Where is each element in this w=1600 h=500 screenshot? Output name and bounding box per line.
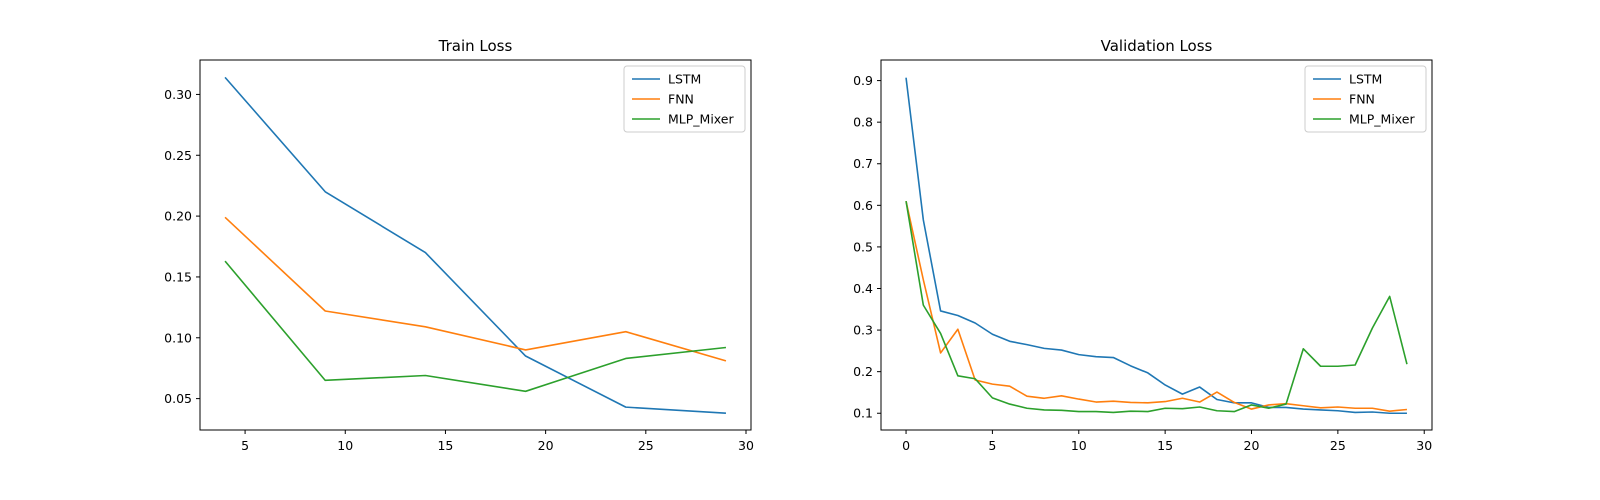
legend-box: [1304, 65, 1427, 133]
legend: LSTM FNN MLP_Mixer: [1304, 65, 1427, 133]
series-line-lstm: [905, 77, 1407, 415]
series-line-fnn: [224, 216, 727, 362]
x-tick-label: 20: [1244, 438, 1260, 453]
x-tick-label: 0: [902, 438, 910, 453]
chart-title: Validation Loss: [1101, 37, 1213, 55]
chart-panel-1: Train Loss 5 10 15 20 25 30 0.05 0.10 0.15 0.20 0.2…: [164, 37, 754, 453]
x-tick-label: 10: [337, 438, 353, 453]
legend-box: [623, 65, 746, 133]
y-tick-label: 0.4: [853, 281, 873, 296]
y-tick-label: 0.7: [853, 156, 873, 171]
y-tick-label: 0.3: [853, 323, 873, 338]
y-tick-label: 0.30: [164, 87, 192, 102]
y-tick-label: 0.8: [853, 115, 873, 130]
x-tick-label: 25: [638, 438, 654, 453]
x-tick-label: 5: [988, 438, 996, 453]
x-tick-label: 20: [538, 438, 554, 453]
y-tick-label: 0.1: [853, 406, 873, 421]
plot-frame: [199, 59, 752, 431]
legend-label: LSTM: [668, 72, 701, 87]
series-line-fnn: [905, 200, 1408, 412]
y-tick-label: 0.15: [164, 269, 192, 284]
legend-label: MLP_Mixer: [668, 112, 734, 127]
x-tick-label: 30: [1416, 438, 1432, 453]
legend: LSTM FNN MLP_Mixer: [623, 65, 746, 133]
y-tick-label: 0.5: [853, 239, 873, 254]
chart-panel-2: Validation Loss 0 5 10 15 20 25 30 0.1 0.2 0.3 0.4 0…: [853, 37, 1433, 453]
series-line-lstm: [224, 76, 726, 415]
x-tick-label: 30: [738, 438, 754, 453]
y-tick-label: 0.25: [164, 148, 192, 163]
x-tick-label: 10: [1071, 438, 1087, 453]
x-tick-label: 5: [241, 438, 249, 453]
y-tick-label: 0.05: [164, 391, 192, 406]
chart-title: Train Loss: [438, 37, 513, 55]
y-tick-label: 0.6: [853, 198, 873, 213]
legend-label: FNN: [1349, 92, 1375, 107]
x-tick-label: 15: [437, 438, 453, 453]
legend-label: FNN: [668, 92, 694, 107]
y-tick-label: 0.20: [164, 209, 192, 224]
series-line-mlp-mixer: [905, 201, 1408, 414]
x-tick-label: 25: [1330, 438, 1346, 453]
y-tick-label: 0.10: [164, 330, 192, 345]
plot-frame: [880, 59, 1433, 431]
y-tick-label: 0.2: [853, 364, 873, 379]
legend-label: MLP_Mixer: [1349, 112, 1415, 127]
y-tick-label: 0.9: [853, 73, 873, 88]
series-line-mlp-mixer: [224, 260, 727, 393]
legend-label: LSTM: [1349, 72, 1382, 87]
x-tick-label: 15: [1157, 438, 1173, 453]
